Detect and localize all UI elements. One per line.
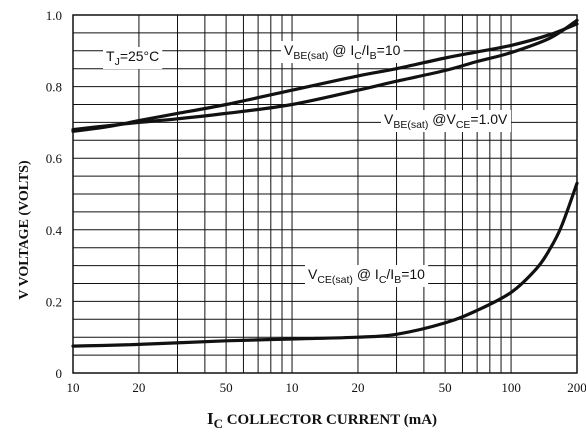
annotation-part: C: [379, 274, 387, 286]
x-tick-label: 200: [567, 380, 586, 395]
x-tick-label: 10: [286, 380, 299, 395]
x-axis-label: IC COLLECTOR CURRENT (mA): [207, 409, 437, 431]
annotation-background: [381, 110, 512, 132]
series-line-vce-sat-ib10: [71, 181, 579, 348]
x-tick-labels: 10 20 50 10 20 50 100 200: [67, 380, 586, 395]
x-tick-label: 20: [132, 380, 145, 395]
annotation-part: CE(sat): [317, 274, 353, 286]
x-tick-label: 10: [67, 380, 80, 395]
series-layer: [71, 18, 579, 348]
x-axis-label-main: I: [207, 409, 214, 428]
annotation-part: T: [106, 48, 115, 64]
annotation-part: =25°C: [120, 48, 159, 64]
annotation-part: J: [115, 56, 120, 68]
annotation-part: /I: [362, 42, 370, 58]
x-tick-label: 100: [501, 380, 521, 395]
annotation-part: =10: [401, 266, 425, 282]
annotation-text: VCE(sat) @ IC/IB=10: [308, 266, 425, 286]
annotation-part: /I: [386, 266, 394, 282]
annotation-part: @ I: [353, 266, 379, 282]
plot-frame: [72, 14, 578, 374]
x-axis-label-rest: COLLECTOR CURRENT (mA): [223, 412, 437, 428]
annotation-part: =10: [377, 42, 401, 58]
y-tick-label: 0.4: [46, 223, 63, 238]
y-tick-label: 0: [56, 366, 63, 381]
annotation-text: TJ=25°C: [106, 48, 159, 68]
annotation-vbe10: VBE(sat) @ IC/IB=10: [281, 41, 404, 63]
annotation-background: [305, 265, 429, 287]
annotation-part: CE: [456, 119, 471, 131]
y-tick-label: 0.6: [46, 151, 63, 166]
annotation-text: VBE(sat) @VCE=1.0V: [384, 111, 508, 131]
annotation-vce: VCE(sat) @ IC/IB=10: [305, 265, 429, 287]
x-axis-label-sub: C: [214, 416, 223, 431]
annotation-background: [103, 47, 163, 69]
annotation-text: VBE(sat) @ IC/IB=10: [284, 42, 401, 62]
annotation-part: @V: [428, 111, 456, 127]
annotation-part: V: [384, 111, 394, 127]
annotation-part: BE(sat): [393, 119, 428, 131]
series-line-vbe-sat-ib10: [71, 22, 579, 133]
annotation-tj: TJ=25°C: [103, 47, 163, 69]
y-tick-label: 0.8: [46, 80, 62, 95]
y-tick-labels: 0 0.2 0.4 0.6 0.8 1.0: [46, 8, 63, 381]
annotation-part: =1.0V: [470, 111, 508, 127]
x-tick-label: 50: [220, 380, 233, 395]
annotation-background: [281, 41, 404, 63]
annotation-part: @ I: [328, 42, 354, 58]
y-axis-label: V VOLTAGE (VOLTS): [17, 160, 32, 300]
annotation-part: B: [394, 274, 401, 286]
series-line-vbe-sat-vce1: [71, 18, 579, 132]
annotation-part: C: [354, 50, 362, 62]
x-tick-label: 20: [351, 380, 364, 395]
y-tick-label: 0.2: [46, 294, 62, 309]
annotation-part: BE(sat): [293, 50, 328, 62]
annotation-vbevce: VBE(sat) @VCE=1.0V: [381, 110, 512, 132]
y-tick-label: 1.0: [46, 8, 62, 23]
x-tick-label: 50: [439, 380, 452, 395]
annotation-part: V: [308, 266, 318, 282]
annotation-part: V: [284, 42, 294, 58]
annotation-part: B: [370, 50, 377, 62]
